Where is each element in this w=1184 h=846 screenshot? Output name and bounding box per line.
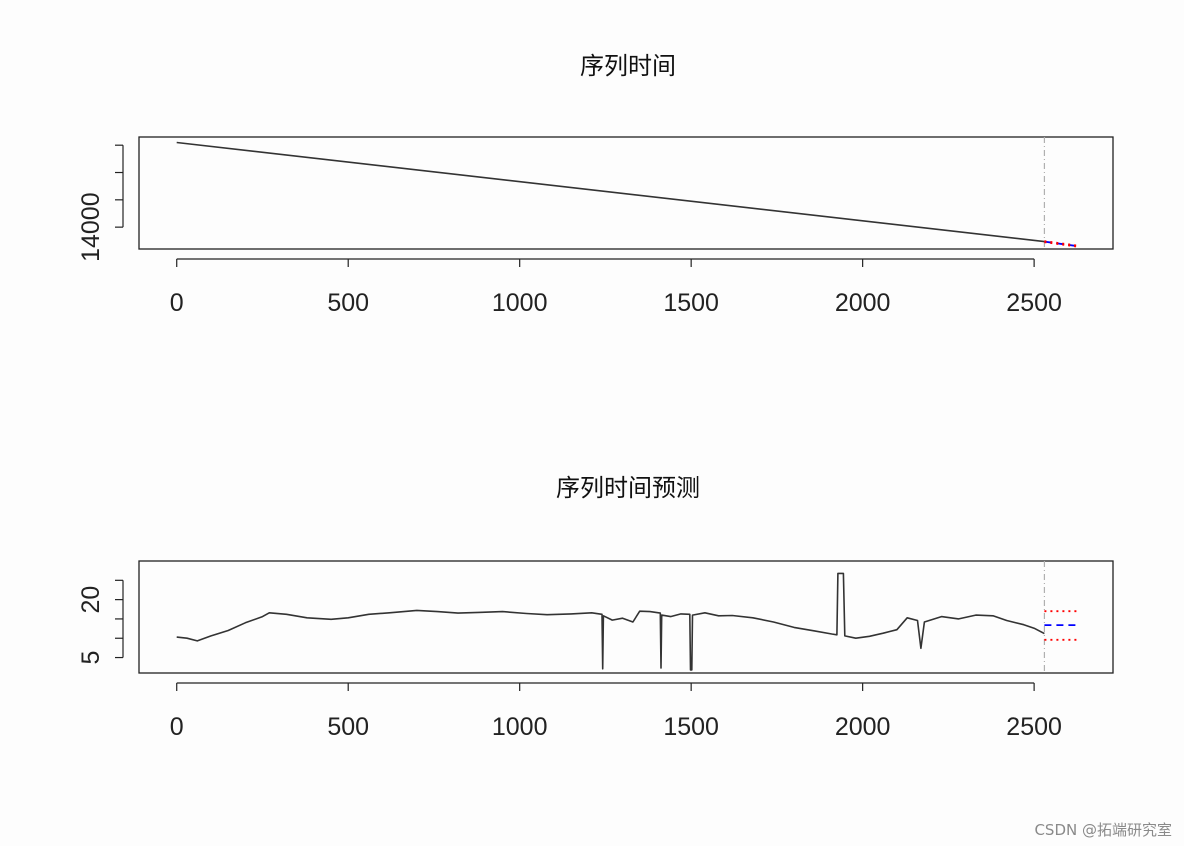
bottom-observed-series-line (176, 572, 1045, 671)
top-chart-plot: 0 500 1000 1500 2000 2500 14000 (77, 136, 1114, 317)
top-x-tick-label: 1000 (492, 289, 548, 317)
bottom-plot-frame (138, 560, 1114, 674)
top-x-tick-label: 2500 (1006, 289, 1062, 317)
top-chart: 序列时间 0 500 1000 1500 2000 2500 14000 (77, 52, 1114, 317)
top-observed-series-line (176, 141, 1045, 243)
top-forecast-series-line (1044, 240, 1079, 248)
top-y-tick-label: 14000 (77, 192, 105, 262)
bottom-y-tick-label: 5 (77, 651, 105, 665)
bottom-x-tick-label: 2500 (1006, 713, 1062, 741)
bottom-chart-plot: 0 500 1000 1500 2000 2500 5 20 (77, 560, 1114, 741)
watermark-text: CSDN @拓端研究室 (1034, 821, 1172, 839)
bottom-x-tick-label: 500 (327, 713, 369, 741)
top-plot-frame (138, 136, 1114, 250)
bottom-x-tick-label: 2000 (835, 713, 891, 741)
top-chart-title: 序列时间 (580, 52, 676, 80)
bottom-x-tick-label: 1500 (663, 713, 719, 741)
bottom-chart-title: 序列时间预测 (556, 474, 700, 502)
top-x-tick-label: 0 (170, 289, 184, 317)
top-x-tick-label: 2000 (835, 289, 891, 317)
bottom-y-tick-label: 20 (77, 586, 105, 614)
bottom-x-tick-label: 0 (170, 713, 184, 741)
bottom-x-tick-label: 1000 (492, 713, 548, 741)
top-x-tick-label: 1500 (663, 289, 719, 317)
top-x-tick-label: 500 (327, 289, 369, 317)
bottom-chart: 序列时间预测 0 500 1000 1500 2000 2500 5 20 (77, 474, 1114, 741)
